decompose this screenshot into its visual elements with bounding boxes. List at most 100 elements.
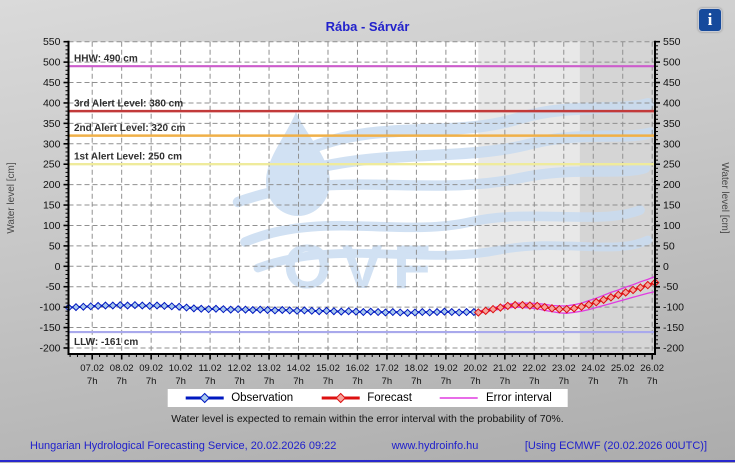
footer-site-link[interactable]: www.hydroinfo.hu	[391, 440, 479, 452]
svg-text:500: 500	[663, 57, 681, 69]
svg-text:7h: 7h	[441, 376, 452, 387]
svg-text:-200: -200	[663, 342, 684, 354]
svg-text:7h: 7h	[470, 376, 481, 387]
hhw-line-label: HHW: 490 cm	[74, 54, 138, 65]
legend-label-forecast: Forecast	[367, 392, 412, 404]
svg-text:7h: 7h	[116, 376, 127, 387]
svg-text:-100: -100	[39, 302, 60, 314]
svg-text:12.02: 12.02	[228, 363, 252, 374]
svg-text:50: 50	[663, 240, 675, 252]
svg-text:20.02: 20.02	[463, 363, 487, 374]
svg-text:250: 250	[43, 159, 61, 171]
svg-text:7h: 7h	[500, 376, 511, 387]
legend-item-forecast: Forecast	[319, 392, 412, 404]
svg-text:07.02: 07.02	[80, 363, 104, 374]
svg-text:7h: 7h	[352, 376, 363, 387]
y-tick-labels: -200 -200 -150 -150 -100 -100 -50 -50 0 0 50 50 100 1…	[39, 36, 684, 354]
svg-text:17.02: 17.02	[375, 363, 399, 374]
y-axis-title-left: Water level [cm]	[6, 162, 17, 234]
legend-item-error-interval: Error interval	[438, 392, 552, 404]
footer-model-text: [Using ECMWF (20.02.2026 00UTC)]	[524, 440, 707, 452]
svg-text:24.02: 24.02	[581, 363, 605, 374]
svg-text:150: 150	[43, 200, 61, 212]
legend-label-error-interval: Error interval	[485, 392, 552, 404]
svg-text:7h: 7h	[234, 376, 245, 387]
forecast-markers	[473, 278, 660, 317]
svg-text:-50: -50	[663, 281, 678, 293]
svg-text:09.02: 09.02	[139, 363, 163, 374]
observation-line-icon	[185, 392, 224, 404]
svg-text:7h: 7h	[558, 376, 569, 387]
svg-text:200: 200	[663, 179, 681, 191]
svg-text:-150: -150	[39, 322, 60, 334]
first-alert-line-label: 1st Alert Level: 250 cm	[74, 152, 182, 163]
svg-text:7h: 7h	[264, 376, 275, 387]
axes	[63, 40, 660, 360]
info-icon[interactable]: i	[698, 8, 722, 32]
svg-text:11.02: 11.02	[199, 363, 222, 374]
svg-text:15.02: 15.02	[316, 363, 340, 374]
svg-text:16.02: 16.02	[346, 363, 370, 374]
svg-text:-150: -150	[663, 322, 684, 334]
svg-text:13.02: 13.02	[257, 363, 281, 374]
svg-text:-100: -100	[663, 302, 684, 314]
svg-text:100: 100	[663, 220, 681, 232]
y-axis-title-right: Water level [cm]	[719, 162, 730, 234]
svg-text:550: 550	[43, 36, 61, 48]
svg-text:450: 450	[43, 77, 61, 89]
llw-line-label: LLW: -161 cm	[74, 337, 138, 348]
svg-text:7h: 7h	[647, 376, 658, 387]
svg-text:400: 400	[43, 97, 61, 109]
second-alert-line-label: 2nd Alert Level: 320 cm	[74, 123, 185, 134]
svg-text:350: 350	[663, 118, 681, 130]
svg-text:7h: 7h	[87, 376, 98, 387]
forecast-region	[478, 41, 580, 354]
svg-text:18.02: 18.02	[405, 363, 429, 374]
legend-item-observation: Observation	[183, 392, 293, 404]
svg-text:19.02: 19.02	[434, 363, 458, 374]
svg-text:7h: 7h	[411, 376, 422, 387]
svg-text:10.02: 10.02	[169, 363, 193, 374]
svg-text:7h: 7h	[588, 376, 599, 387]
svg-text:14.02: 14.02	[287, 363, 311, 374]
legend-label-observation: Observation	[231, 392, 294, 404]
svg-text:7h: 7h	[323, 376, 334, 387]
svg-text:300: 300	[43, 138, 61, 150]
error-interval-line-icon	[439, 397, 478, 399]
svg-text:100: 100	[43, 220, 61, 232]
svg-text:7h: 7h	[529, 376, 540, 387]
svg-text:-50: -50	[45, 281, 60, 293]
x-tick-labels: 07.02 7h 08.02 7h 09.02 7h 10.02 7h 11.02 7h 12.02…	[80, 363, 664, 387]
svg-text:200: 200	[43, 179, 61, 191]
probability-caption: Water level is expected to remain within…	[171, 413, 564, 425]
svg-text:50: 50	[49, 240, 61, 252]
svg-text:7h: 7h	[146, 376, 157, 387]
svg-text:150: 150	[663, 200, 681, 212]
water-level-chart: OVF HHW: 490 cm 3rd Alert Level: 380 cm 2nd…	[6, 36, 730, 387]
svg-text:300: 300	[663, 138, 681, 150]
svg-text:250: 250	[663, 159, 681, 171]
footer-divider	[0, 460, 735, 462]
svg-text:7h: 7h	[175, 376, 186, 387]
svg-text:400: 400	[663, 97, 681, 109]
svg-text:21.02: 21.02	[493, 363, 517, 374]
chart-legend: Observation Forecast Error interval	[167, 389, 568, 407]
svg-text:7h: 7h	[617, 376, 628, 387]
svg-text:08.02: 08.02	[110, 363, 134, 374]
svg-text:0: 0	[55, 261, 61, 273]
svg-text:550: 550	[663, 36, 681, 48]
svg-text:25.02: 25.02	[611, 363, 635, 374]
svg-text:7h: 7h	[293, 376, 304, 387]
svg-text:7h: 7h	[382, 376, 393, 387]
svg-text:350: 350	[43, 118, 61, 130]
svg-text:0: 0	[663, 261, 669, 273]
svg-text:7h: 7h	[205, 376, 216, 387]
svg-text:500: 500	[43, 57, 61, 69]
footer-service-text: Hungarian Hydrological Forecasting Servi…	[30, 440, 337, 452]
third-alert-line-label: 3rd Alert Level: 380 cm	[74, 99, 183, 110]
svg-text:450: 450	[663, 77, 681, 89]
svg-text:-200: -200	[39, 342, 60, 354]
forecast-line-icon	[321, 392, 360, 404]
observation-markers	[64, 300, 478, 317]
